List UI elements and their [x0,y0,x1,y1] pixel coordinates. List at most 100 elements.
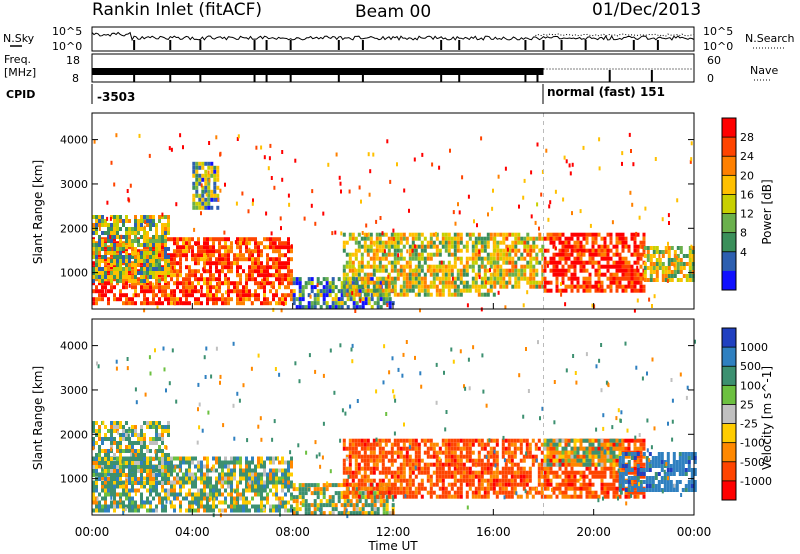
power-cell [567,284,571,289]
power-cell [423,288,427,293]
power-cell [390,260,394,265]
power-cell [453,248,457,253]
velocity-cell [334,483,338,488]
velocity-cell [414,474,418,479]
velocity-cell [116,504,119,509]
power-cell [636,260,640,265]
power-cell [596,286,599,291]
power-cell [116,263,119,267]
power-cell [281,261,284,266]
power-cb-swatch [722,232,736,253]
power-cell [661,262,665,266]
velocity-cell [519,446,523,451]
velocity-cell [456,438,460,443]
power-cell [239,257,242,262]
y-tick-label: 4000 [60,134,88,147]
velocity-cell [444,450,448,455]
velocity-cell [438,486,442,491]
power-cell [588,260,592,265]
power-cell [369,240,373,245]
velocity-cell [483,442,487,447]
power-cell [245,237,248,242]
power-cell [215,237,218,242]
power-cell [348,280,352,285]
power-cell [152,235,155,239]
velocity-cell [390,482,394,487]
velocity-cell [143,465,146,469]
velocity-cell [351,454,355,459]
power-cell [263,155,266,160]
power-cell [655,246,659,250]
power-cell [354,272,358,277]
power-cell [343,301,347,306]
power-cell [535,252,539,257]
velocity-cell [552,454,556,459]
power-cell [496,240,500,245]
velocity-cell [471,478,475,483]
velocity-cell [381,458,385,463]
power-cell [505,256,509,261]
velocity-cell [143,453,146,457]
velocity-cell [206,468,209,473]
power-cell [423,280,427,285]
power-cell [444,240,448,245]
power-cell [405,284,409,289]
power-cell [173,253,176,258]
power-cell [143,285,146,290]
power-cell [651,304,653,308]
power-cell [526,264,530,269]
power-cell [275,293,278,298]
power-cell [161,293,164,298]
velocity-cell [251,472,254,477]
power-cell [372,152,375,157]
power-cell [274,241,277,246]
power-cell [146,301,149,306]
velocity-cell [215,504,218,509]
power-cell [242,297,245,302]
velocity-cell [408,462,412,467]
velocity-cell [375,442,379,447]
power-cell [649,246,653,250]
velocity-cell [417,462,421,467]
power-cell [137,293,140,298]
power-cell [387,272,391,277]
power-cell [143,251,146,255]
power-cell [534,220,537,225]
velocity-cell [107,469,110,473]
power-cell [327,162,330,167]
velocity-cell [203,472,206,477]
power-cell [429,272,433,277]
power-cell [564,288,568,293]
power-cell [168,146,171,151]
power-cell [459,232,463,237]
power-cell [104,251,107,255]
power-cell [552,252,556,257]
velocity-cell [113,453,116,457]
velocity-cell [257,456,260,461]
velocity-cell [107,449,110,453]
velocity-cell [152,441,155,445]
velocity-cell [155,488,158,493]
power-cell [387,236,391,241]
power-cell [526,260,530,265]
velocity-cell [540,482,544,487]
power-cell [215,285,218,290]
cpid-mode-1: -3503 [97,90,135,104]
velocity-cell [104,484,107,489]
power-cell [473,219,475,224]
power-cell [540,192,543,197]
power-cell [216,169,220,174]
power-cell [204,177,208,182]
velocity-cell [143,461,146,465]
power-cell [98,263,101,267]
velocity-cell [480,474,484,479]
power-cell [402,284,406,289]
velocity-cell [137,453,140,457]
power-cell [459,260,463,265]
power-cell [119,239,122,243]
velocity-cell [224,500,227,505]
velocity-cell [468,470,472,475]
power-cell [245,297,248,302]
velocity-cell [564,482,568,487]
velocity-cell [119,445,122,449]
